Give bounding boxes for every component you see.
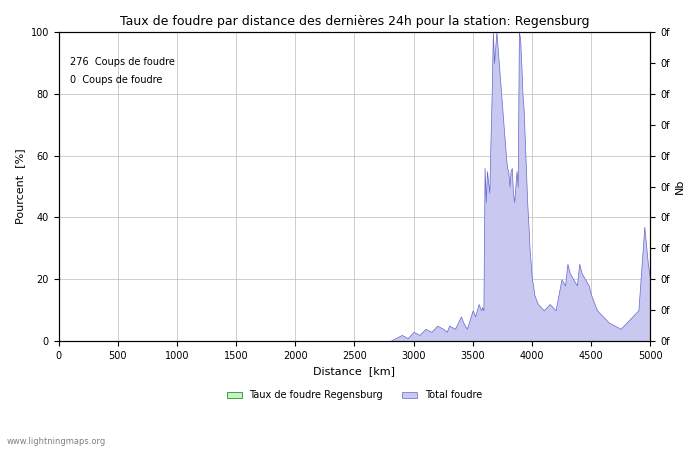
Text: 0  Coups de foudre: 0 Coups de foudre	[71, 75, 163, 85]
X-axis label: Distance  [km]: Distance [km]	[314, 366, 396, 376]
Text: www.lightningmaps.org: www.lightningmaps.org	[7, 436, 106, 446]
Title: Taux de foudre par distance des dernières 24h pour la station: Regensburg: Taux de foudre par distance des dernière…	[120, 15, 589, 28]
Text: 276  Coups de foudre: 276 Coups de foudre	[71, 57, 176, 67]
Legend: Taux de foudre Regensburg, Total foudre: Taux de foudre Regensburg, Total foudre	[223, 387, 486, 404]
Y-axis label: Nb: Nb	[675, 179, 685, 194]
Y-axis label: Pourcent  [%]: Pourcent [%]	[15, 149, 25, 225]
